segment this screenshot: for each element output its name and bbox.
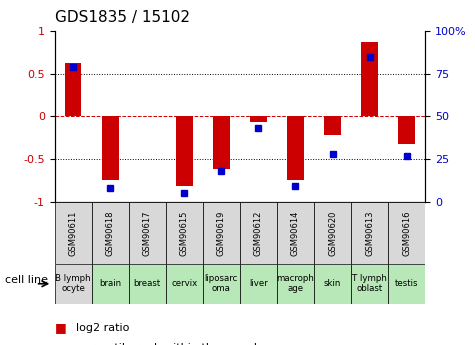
Bar: [55, 264, 92, 304]
Bar: [166, 264, 203, 304]
Bar: [324, 117, 341, 135]
Bar: [314, 264, 351, 304]
Bar: [213, 117, 230, 169]
Bar: [129, 202, 166, 264]
Text: GSM90620: GSM90620: [328, 210, 337, 256]
Bar: [166, 202, 203, 264]
Text: brain: brain: [99, 279, 121, 288]
Bar: [351, 264, 388, 304]
Bar: [203, 202, 240, 264]
Text: cervix: cervix: [171, 279, 198, 288]
Bar: [65, 63, 82, 117]
Bar: [277, 264, 314, 304]
Text: liposarc
oma: liposarc oma: [205, 274, 238, 294]
Text: GSM90611: GSM90611: [69, 210, 77, 256]
Text: GSM90614: GSM90614: [291, 210, 300, 256]
Bar: [240, 264, 277, 304]
Bar: [398, 117, 415, 144]
Text: liver: liver: [249, 279, 268, 288]
Bar: [92, 264, 129, 304]
Text: GDS1835 / 15102: GDS1835 / 15102: [55, 10, 190, 25]
Text: B lymph
ocyte: B lymph ocyte: [55, 274, 91, 294]
Bar: [277, 202, 314, 264]
Bar: [240, 202, 277, 264]
Text: breast: breast: [133, 279, 161, 288]
Bar: [314, 202, 351, 264]
Text: log2 ratio: log2 ratio: [76, 323, 129, 333]
Bar: [92, 202, 129, 264]
Text: T lymph
oblast: T lymph oblast: [352, 274, 387, 294]
Bar: [55, 202, 92, 264]
Bar: [388, 264, 425, 304]
Text: testis: testis: [395, 279, 418, 288]
Text: GSM90619: GSM90619: [217, 210, 226, 256]
Bar: [388, 202, 425, 264]
Text: cell line: cell line: [5, 275, 48, 285]
Text: GSM90616: GSM90616: [402, 210, 411, 256]
Bar: [351, 202, 388, 264]
Bar: [129, 264, 166, 304]
Bar: [287, 117, 304, 180]
Text: GSM90618: GSM90618: [106, 210, 114, 256]
Text: skin: skin: [324, 279, 341, 288]
Bar: [250, 117, 267, 122]
Text: GSM90617: GSM90617: [143, 210, 152, 256]
Text: GSM90613: GSM90613: [365, 210, 374, 256]
Text: percentile rank within the sample: percentile rank within the sample: [76, 344, 264, 345]
Bar: [102, 117, 119, 180]
Text: macroph
age: macroph age: [276, 274, 314, 294]
Text: GSM90615: GSM90615: [180, 210, 189, 256]
Text: ■: ■: [55, 321, 66, 334]
Text: ■: ■: [55, 342, 66, 345]
Text: GSM90612: GSM90612: [254, 210, 263, 256]
Bar: [203, 264, 240, 304]
Bar: [176, 117, 193, 186]
Bar: [361, 42, 378, 117]
